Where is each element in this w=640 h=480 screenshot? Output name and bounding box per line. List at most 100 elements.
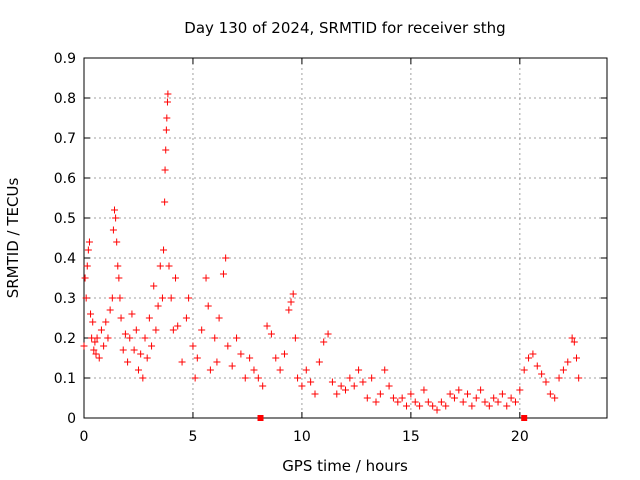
y-tick-label: 0.3: [54, 291, 76, 307]
data-point: [204, 302, 212, 310]
data-point: [92, 350, 100, 358]
plot-frame: [83, 57, 608, 419]
data-point: [398, 394, 406, 402]
data-point: [119, 346, 127, 354]
data-point: [315, 358, 323, 366]
data-point: [538, 370, 546, 378]
data-point: [442, 402, 450, 410]
data-point: [272, 354, 280, 362]
data-point: [84, 246, 92, 254]
data-point: [320, 338, 328, 346]
data-point: [568, 334, 576, 342]
data-point: [424, 398, 432, 406]
data-point: [394, 398, 402, 406]
data-point: [82, 294, 90, 302]
data-point: [455, 386, 463, 394]
data-point: [156, 262, 164, 270]
data-point: [385, 382, 393, 390]
data-point: [490, 394, 498, 402]
data-point: [520, 366, 528, 374]
data-point: [106, 306, 114, 314]
y-tick-label: 0.9: [54, 51, 76, 67]
data-point: [285, 306, 293, 314]
data-point: [130, 346, 138, 354]
data-point: [114, 262, 122, 270]
data-point: [95, 354, 103, 362]
data-point: [233, 334, 241, 342]
data-point: [132, 326, 140, 334]
data-point: [525, 354, 533, 362]
data-point: [174, 322, 182, 330]
data-point: [90, 346, 98, 354]
x-axis-title: GPS time / hours: [282, 457, 408, 475]
data-point: [163, 114, 171, 122]
data-point: [222, 254, 230, 262]
data-point: [97, 326, 105, 334]
data-point: [259, 382, 267, 390]
data-point: [276, 366, 284, 374]
data-point: [137, 350, 145, 358]
data-point: [112, 214, 120, 222]
data-point: [359, 378, 367, 386]
data-point: [403, 402, 411, 410]
data-point: [150, 282, 158, 290]
data-point: [333, 390, 341, 398]
data-point: [294, 374, 302, 382]
data-point: [219, 270, 227, 278]
data-point: [355, 366, 363, 374]
data-point: [154, 302, 162, 310]
data-point: [477, 386, 485, 394]
chart-title: Day 130 of 2024, SRMTID for receiver sth…: [184, 19, 505, 37]
y-tick-label: 0.1: [54, 371, 76, 387]
data-point: [481, 398, 489, 406]
data-point: [169, 326, 177, 334]
data-point: [237, 350, 245, 358]
data-point: [324, 330, 332, 338]
data-point: [416, 402, 424, 410]
data-point: [128, 310, 136, 318]
data-point: [570, 338, 578, 346]
data-point: [167, 294, 175, 302]
data-point: [117, 314, 125, 322]
data-point: [429, 402, 437, 410]
data-point: [267, 330, 275, 338]
data-point: [411, 398, 419, 406]
data-point: [87, 310, 95, 318]
data-point: [215, 314, 223, 322]
data-point: [93, 334, 101, 342]
data-point: [555, 374, 563, 382]
data-point: [91, 338, 99, 346]
y-tick-label: 0.7: [54, 131, 76, 147]
data-point: [113, 238, 121, 246]
data-point: [503, 402, 511, 410]
zero-marker: [257, 415, 264, 421]
data-point: [494, 398, 502, 406]
data-point: [193, 354, 201, 362]
data-point: [148, 342, 156, 350]
data-point: [165, 262, 173, 270]
data-point: [124, 358, 132, 366]
y-tick-label: 0: [67, 411, 76, 427]
data-point: [213, 358, 221, 366]
data-point: [280, 350, 288, 358]
data-point: [83, 262, 91, 270]
x-tick-label: 10: [293, 429, 311, 445]
data-point: [108, 294, 116, 302]
data-point: [516, 386, 524, 394]
data-point: [263, 322, 271, 330]
data-point: [111, 206, 119, 214]
data-point: [250, 366, 258, 374]
data-point: [116, 294, 124, 302]
data-point: [298, 382, 306, 390]
data-point: [363, 394, 371, 402]
data-point: [172, 274, 180, 282]
data-point: [211, 334, 219, 342]
data-point: [141, 334, 149, 342]
data-point: [546, 390, 554, 398]
data-point: [81, 274, 89, 282]
data-point: [162, 146, 170, 154]
data-point: [202, 274, 210, 282]
data-point: [185, 294, 193, 302]
